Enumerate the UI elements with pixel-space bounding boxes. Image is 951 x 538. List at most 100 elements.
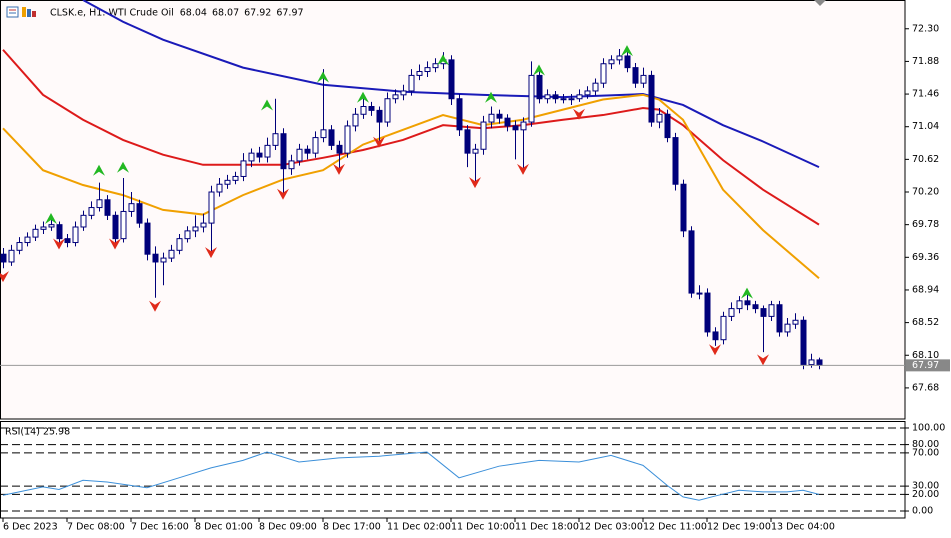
signal-arrow [469,177,481,189]
y-tick-label: 71.88 [912,56,939,67]
y-tick-label: 68.10 [912,350,939,361]
candle-body [416,71,423,76]
candle-body [112,214,119,240]
candle-body [400,90,407,96]
x-tick-label: 13 Dec 04:00 [771,522,835,533]
candle-body [640,74,647,84]
candle-body [392,94,399,100]
candle-body [216,183,223,193]
candle-body [224,179,231,185]
y-tick-label: 71.04 [912,121,939,132]
scroll-marker [814,0,826,6]
candle-body [296,148,303,162]
signal-arrow [53,238,65,250]
candle-body [256,152,263,158]
x-tick-label: 6 Dec 2023 [3,522,58,533]
candle-body [384,98,391,123]
candle-body [32,228,39,238]
candle-body [232,175,239,181]
candle-body [320,129,327,139]
candle-body [576,94,583,100]
signal-arrow [573,108,585,120]
y-tick-label: 72.30 [912,23,939,34]
candle-body [24,236,31,244]
signal-arrow [709,344,721,356]
candle-body [176,238,183,251]
candle-body [768,304,775,317]
signal-arrow [757,354,769,366]
candle-body [16,242,23,251]
candle-body [432,63,439,69]
candle-body [168,249,175,259]
y-tick-label: 70.20 [912,187,939,198]
candle-body [288,160,295,170]
candle-body [120,210,127,240]
candle-body [616,55,623,61]
candle-body [512,125,519,131]
candle-body [272,133,279,146]
candle-body [728,308,735,317]
candle-body [552,94,559,100]
x-tick-label: 12 Dec 03:00 [579,522,643,533]
header-title: CLSK.e, H1: WTI Crude Oil [50,8,174,19]
rsi-panel [0,421,906,519]
y-tick-label: 67.68 [912,382,939,393]
header-value: 67.92 [244,8,271,19]
candle-body [488,113,495,123]
candle-body [752,304,759,310]
candle-body [712,331,719,341]
candle-body [544,94,551,100]
candle-body [720,315,727,341]
candle-body [136,203,143,224]
signal-arrow [45,212,57,224]
x-tick-label: 8 Dec 01:00 [195,522,253,533]
candle-body [448,59,455,100]
header-value: 68.07 [212,8,239,19]
y-tick-label: 20.00 [912,489,939,500]
moving-average [2,93,820,280]
candle-body [688,230,695,294]
y-tick-label: 80.00 [912,439,939,450]
candle-body [608,59,615,65]
candle-body [496,113,503,119]
signal-arrow [205,247,217,259]
candle-body [376,109,383,123]
rsi-value: 25.98 [43,427,70,438]
candle-body [80,214,87,228]
candle-body [424,67,431,73]
candle-body [680,183,687,232]
candle-body [248,152,255,162]
candle-body [200,222,207,228]
moving-average [82,0,820,169]
candle-body [704,292,711,333]
candle-body [352,113,359,127]
candle-body [152,253,159,263]
candle-body [632,67,639,84]
signal-arrow [373,136,385,148]
candle-body [240,160,247,177]
candle-body [264,144,271,158]
y-tick-label: 69.78 [912,219,939,230]
rsi-line [2,451,820,501]
signal-arrow [517,163,529,175]
y-tick-label: 100.00 [912,422,945,433]
candle-body [624,55,631,69]
candle-body [672,137,679,185]
candle-body [504,117,511,127]
candle-body [328,129,335,146]
candle-body [592,82,599,92]
candle-body [520,121,527,131]
candle-body [760,308,767,317]
y-tick-label: 30.00 [912,481,939,492]
y-tick-label: 68.94 [912,284,939,295]
candle-body [800,319,807,366]
candle-body [464,129,471,154]
candle-body [304,148,311,154]
signal-arrow [437,54,449,66]
y-tick-label: 71.46 [912,89,939,100]
signal-arrow [277,188,289,200]
x-tick-label: 11 Dec 18:00 [515,522,579,533]
signal-arrow [741,287,753,299]
x-tick-label: 7 Dec 08:00 [67,522,125,533]
candle-body [144,222,151,255]
